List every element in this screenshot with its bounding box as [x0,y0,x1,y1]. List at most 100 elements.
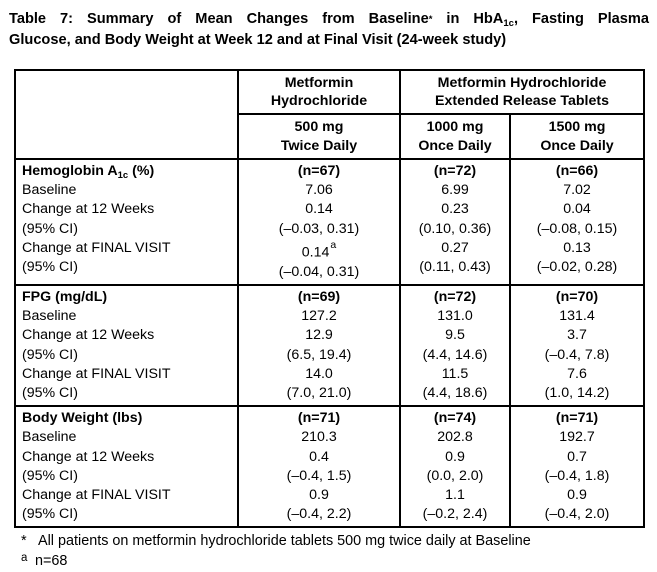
row-label: Baseline [22,429,77,446]
value-line: (4.4, 18.6) [401,384,509,403]
section-value-cell: (n=74) 202.8 0.9 (0.0, 2.0) 1.1 (–0.2, 2.4) [399,405,511,529]
value-line: (–0.4, 2.0) [511,505,643,524]
title-text: in HbA [432,11,504,27]
value-text: 9.5 [445,327,465,344]
footnote-n68: a n=68 [21,552,657,572]
row-label: (95% CI) [22,506,78,523]
n-count: (n=70) [555,288,599,305]
hba1c-subscript: 1c [503,18,514,29]
value-text: 131.0 [437,308,473,325]
value-text: (0.10, 0.36) [418,220,492,237]
value-line: 0.27 [401,239,509,258]
section-value-cell: (n=70) 131.4 3.7 (–0.4, 7.8) 7.6 (1.0, 14.2) [509,283,645,408]
value-text: (–0.04, 0.31) [278,263,360,280]
value-line: 0.13 [511,239,643,258]
value-line: 11.5 [401,365,509,384]
corner-cell [14,69,239,160]
header-metformin-er-tablets: Metformin Hydrochloride Extended Release… [399,69,645,115]
section-row: FPG (mg/dL) Baseline Change at 12 Weeks (95… [14,283,645,408]
section-title-text: Body Weight (lbs) [22,410,143,427]
document-page: Table 7: Summary of Mean Changes from Ba… [0,9,657,569]
value-line: 131.0 [401,307,509,326]
footnote-baseline: * All patients on metformin hydrochloride… [21,532,657,552]
section-value-cell: (n=71) 192.7 0.7 (–0.4, 1.8) 0.9 (–0.4, 2.0) [509,405,645,529]
value-text: (–0.08, 0.15) [536,220,618,237]
value-line: (4.4, 14.6) [401,346,509,365]
value-line: (–0.02, 0.28) [511,258,643,277]
value-text: (–0.4, 2.2) [286,506,352,523]
value-line: 0.14a [239,239,399,263]
table-body: Hemoglobin A1c (%) Baseline Change at 12 W… [14,158,645,529]
value-text: 0.4 [309,448,329,465]
value-text: 0.27 [441,239,469,256]
value-text: (1.0, 14.2) [544,384,610,401]
a-marker: a [21,551,28,564]
section-label-cell: Hemoglobin A1c (%) Baseline Change at 12 W… [14,158,239,286]
value-line: (0.11, 0.43) [401,258,509,277]
footnote-text: n=68 [35,552,68,569]
title-line-2: Glucose, and Body Weight at Week 12 and … [9,32,507,48]
value-line: (–0.4, 1.5) [239,467,399,486]
dose-header-1500mg: 1500 mg Once Daily [509,113,645,160]
value-text: 127.2 [301,308,337,325]
value-line: 12.9 [239,326,399,345]
value-line: (–0.4, 2.2) [239,505,399,524]
value-text: (0.0, 2.0) [426,467,484,484]
value-text: (–0.03, 0.31) [278,220,360,237]
title-line-1: Table 7: Summary of Mean Changes from Ba… [9,9,649,30]
section-title: FPG (mg/dL) [22,288,237,307]
dose-header-500mg: 500 mg Twice Daily [237,113,401,160]
value-text: 7.02 [563,182,591,199]
value-line: 192.7 [511,428,643,447]
title-text: , Fasting Plasma [513,11,649,27]
value-text: (–0.4, 1.5) [286,467,352,484]
n-count: (n=66) [555,163,599,179]
value-line: 6.99 [401,181,509,200]
value-text: 0.9 [567,486,587,503]
n-count: (n=69) [297,288,341,305]
value-text: 0.14 [301,244,330,261]
n-count: (n=72) [433,288,477,305]
section-value-cell: (n=69) 127.2 12.9 (6.5, 19.4) 14.0 (7.0, 21.0… [237,283,401,408]
title-text: Table 7: Summary of Mean Changes from Ba… [9,11,429,27]
table-header: Metformin Hydrochloride Metformin Hydroc… [14,69,645,160]
value-text: 192.7 [559,429,595,446]
row-label: (95% CI) [22,259,78,276]
n-count: (n=72) [433,163,477,179]
page-title: Table 7: Summary of Mean Changes from Ba… [9,9,649,51]
header-row-doses: 500 mg Twice Daily 1000 mg Once Daily 15… [15,113,645,160]
section-value-cell: (n=66) 7.02 0.04 (–0.08, 0.15) 0.13 (–0.02, 0… [509,158,645,286]
row-label: (95% CI) [22,220,78,237]
summary-table: Metformin Hydrochloride Metformin Hydroc… [14,69,645,529]
dose-header-1000mg: 1000 mg Once Daily [399,113,511,160]
baseline-asterisk: * [428,13,433,25]
n-count: (n=71) [555,410,599,427]
section-title: Body Weight (lbs) [22,409,237,428]
value-line: (1.0, 14.2) [511,384,643,403]
value-line: (–0.4, 1.8) [511,467,643,486]
section-value-cell: (n=72) 131.0 9.5 (4.4, 14.6) 11.5 (4.4, 18.6) [399,283,511,408]
value-line: 7.06 [239,181,399,200]
value-line: (–0.4, 7.8) [511,346,643,365]
value-text: 0.14 [305,201,333,218]
header-metformin-hydrochloride: Metformin Hydrochloride [237,69,401,115]
value-text: 0.04 [563,201,591,218]
value-text: 1.1 [445,486,465,503]
value-line: 14.0 [239,365,399,384]
value-line: 127.2 [239,307,399,326]
row-label: Change at FINAL VISIT [22,486,171,503]
value-text: 6.99 [441,182,469,199]
value-text: 7.06 [305,182,333,199]
section-title: Hemoglobin A1c (%) [22,162,237,181]
value-text: (4.4, 18.6) [422,384,488,401]
value-line: 9.5 [401,326,509,345]
value-text: 0.9 [309,486,329,503]
value-text: 7.6 [567,365,587,382]
value-text: 131.4 [559,308,595,325]
section-title-subscript: 1c [117,170,129,181]
value-line: 7.02 [511,181,643,200]
row-label: (95% CI) [22,384,78,401]
header-row-products: Metformin Hydrochloride Metformin Hydroc… [14,69,645,160]
value-line: (–0.03, 0.31) [239,220,399,239]
value-line: (–0.2, 2.4) [401,505,509,524]
